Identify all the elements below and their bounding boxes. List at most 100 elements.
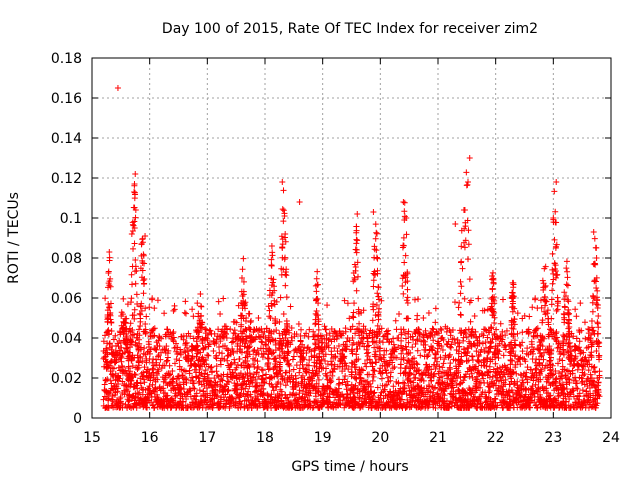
data-point [250,348,257,355]
data-point [164,326,171,333]
data-point [336,380,343,387]
data-point [279,244,286,251]
data-point [226,403,233,410]
data-point [246,383,253,390]
data-point [226,366,233,373]
data-point [400,326,407,333]
data-point [161,346,168,353]
data-point [254,365,261,372]
data-point [259,367,266,374]
data-point [370,209,377,215]
data-point [260,390,267,397]
data-point [137,323,144,330]
data-point [246,351,253,358]
data-point [268,243,275,249]
data-point [328,351,335,358]
data-point [236,356,243,363]
data-point [370,306,377,313]
data-point [390,341,397,348]
data-point [397,370,404,377]
data-point [283,326,290,333]
data-point [308,353,315,360]
data-point [320,390,327,397]
data-point [247,393,254,400]
data-point [370,277,377,284]
data-point [152,385,159,392]
data-point [283,369,290,376]
data-point [230,349,237,356]
data-point [162,347,169,354]
data-point [373,353,380,360]
x-tick-label: 20 [371,430,389,446]
data-point [362,360,369,367]
data-point [358,329,365,336]
data-point [384,330,391,337]
data-point [263,342,270,349]
data-point [287,303,294,310]
data-point [486,388,493,395]
data-point [228,339,235,346]
data-point [183,344,190,351]
data-point [293,391,300,398]
data-point [491,320,498,327]
data-point [564,268,571,275]
data-point [204,371,211,378]
data-point [373,302,380,309]
data-point [563,265,570,272]
data-point [452,221,459,227]
data-point [373,254,380,261]
data-point [489,269,496,276]
data-point [532,295,539,302]
data-point [154,376,161,383]
data-point [455,304,462,311]
data-point [323,331,330,338]
data-point [180,398,187,405]
data-point [272,394,279,401]
data-point [482,326,489,333]
data-point [163,343,170,350]
data-point [421,338,428,345]
data-point [462,223,469,230]
data-point [169,367,176,374]
data-point [459,265,466,272]
data-point [300,356,307,363]
data-point [347,326,354,333]
data-point [454,340,461,347]
data-point [228,360,235,367]
data-point [475,358,482,365]
data-point [299,355,306,362]
data-point [412,374,419,381]
data-point [254,393,261,400]
data-point [293,362,300,369]
data-point [107,358,114,365]
data-point [218,350,225,357]
data-point [456,299,463,306]
data-point [425,387,432,394]
data-point [519,329,526,336]
data-point [549,280,556,287]
data-point [171,360,178,367]
data-point [380,354,387,361]
data-point [100,396,107,403]
data-point [213,340,220,347]
data-point [364,357,371,364]
data-point [526,313,533,320]
data-point [161,310,168,317]
data-point [344,382,351,389]
data-point [576,338,583,345]
data-point [430,389,437,396]
data-point [306,357,313,364]
data-point [471,312,478,319]
data-point [227,326,234,333]
data-point [469,352,476,359]
data-point [499,296,506,303]
data-point [126,391,133,398]
data-point [268,391,275,398]
data-point [321,323,328,330]
data-point [141,379,148,386]
data-point [114,85,121,91]
data-point [548,315,555,322]
data-point [370,367,377,374]
data-point [379,339,386,346]
data-point [149,366,156,373]
